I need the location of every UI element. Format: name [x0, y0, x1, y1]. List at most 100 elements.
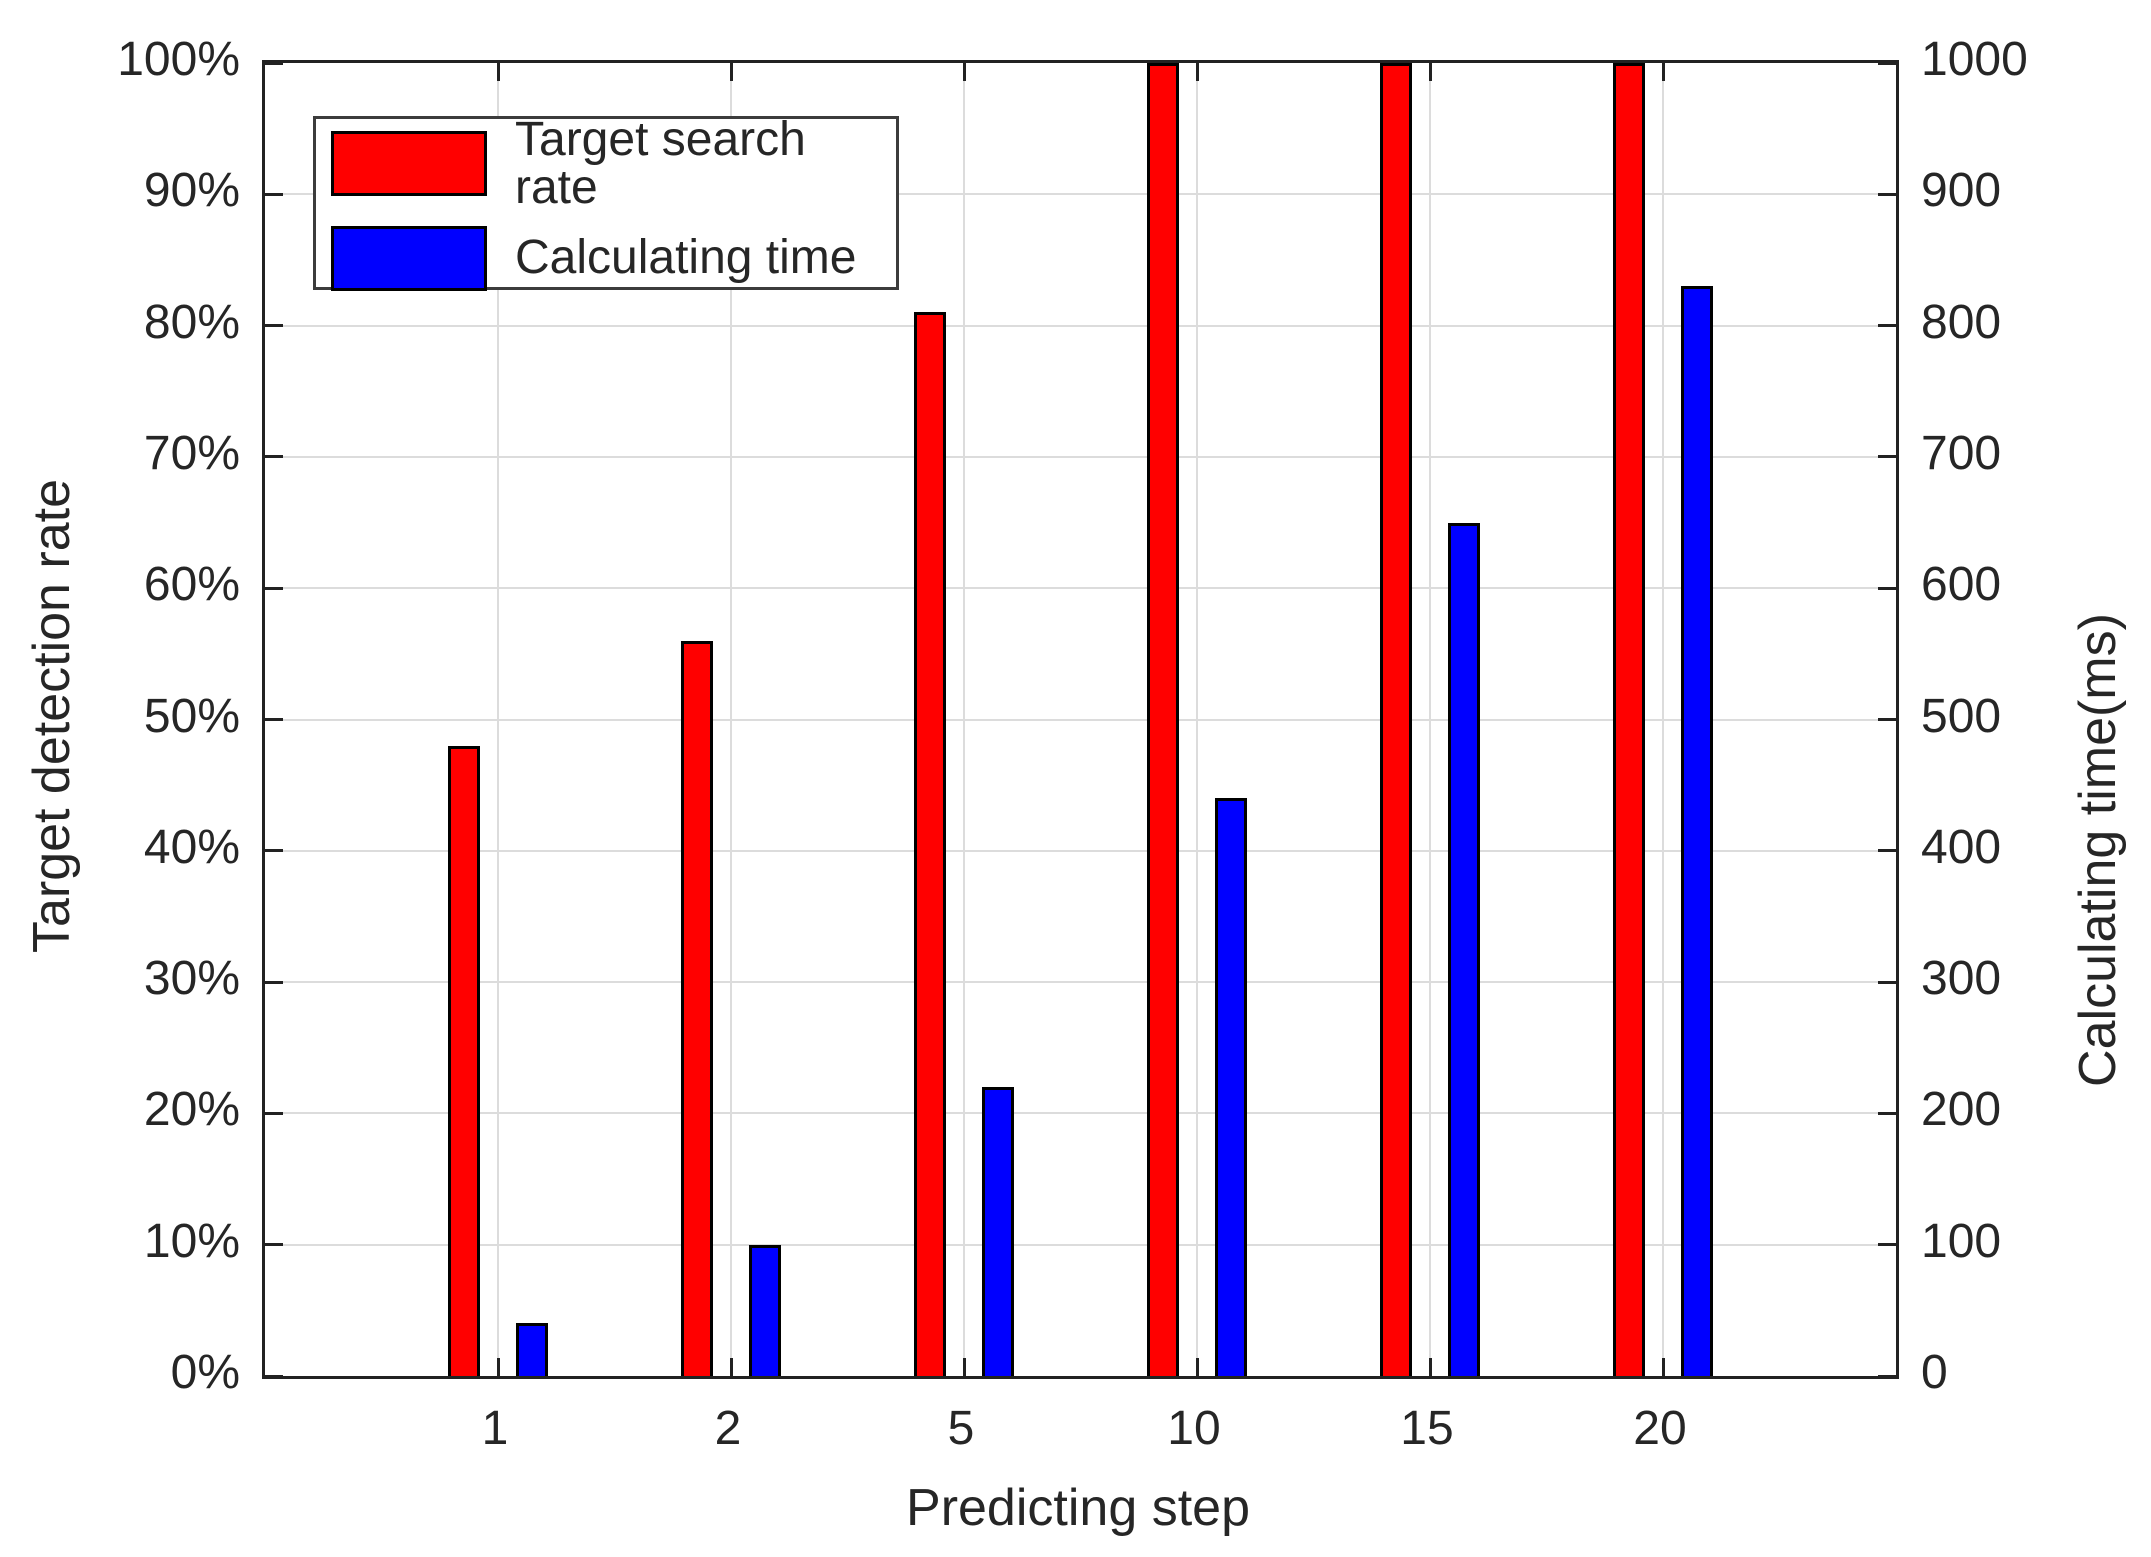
- v-gridline: [730, 63, 732, 1376]
- bar-target-search-rate-5: [914, 312, 946, 1376]
- legend-swatch-blue: [331, 225, 487, 291]
- h-gridline: [265, 849, 1896, 852]
- left-axis-tick: [265, 980, 283, 984]
- right-axis-tick: [1878, 980, 1896, 984]
- bar-target-search-rate-10: [1147, 63, 1179, 1376]
- right-axis-tick-label: 1000: [1921, 33, 2028, 86]
- left-axis-tick: [265, 1111, 283, 1115]
- x-axis-tick-label: 2: [714, 1402, 742, 1455]
- right-axis-tick-label: 200: [1921, 1083, 2002, 1137]
- legend: Target search rate Calculating time: [313, 112, 899, 291]
- x-axis-tick: [1661, 1358, 1665, 1376]
- right-axis-tick-label: 300: [1921, 952, 2002, 1006]
- h-gridline: [265, 587, 1896, 590]
- right-axis-tick-label: 0: [1921, 1346, 1948, 1399]
- x-axis-tick-label: 1: [481, 1402, 509, 1455]
- x-axis-top-tick: [496, 63, 500, 81]
- x-axis-tick: [1195, 1358, 1199, 1376]
- x-axis-top-tick: [729, 63, 733, 81]
- left-axis-tick-label: 10%: [143, 1214, 240, 1268]
- right-axis-tick-label: 800: [1921, 295, 2002, 349]
- legend-swatch-red: [331, 131, 487, 196]
- bar-target-search-rate-20: [1613, 63, 1645, 1376]
- left-axis-tick-label: 40%: [143, 820, 240, 874]
- right-axis-tick-label: 100: [1921, 1214, 2002, 1268]
- left-axis-tick: [265, 1243, 283, 1247]
- legend-entry-calculating-time: Calculating time: [331, 225, 896, 291]
- left-axis-tick-label: 30%: [143, 952, 240, 1006]
- x-axis-top-tick: [1661, 63, 1665, 81]
- left-axis-tick-label: 0%: [170, 1346, 240, 1399]
- bar-target-search-rate-2: [681, 640, 713, 1376]
- v-gridline: [1196, 63, 1198, 1376]
- right-axis-tick: [1878, 718, 1896, 721]
- left-axis-tick-label: 60%: [143, 558, 240, 612]
- x-axis-tick: [1428, 1358, 1432, 1376]
- x-axis-tick: [962, 1358, 966, 1376]
- x-axis-tick-label: 10: [1167, 1402, 1221, 1455]
- right-y-axis-title: Calculating time(ms): [2069, 613, 2127, 1087]
- bar-calculating-time-1: [516, 1323, 548, 1376]
- left-axis-tick-label: 70%: [143, 426, 240, 480]
- bar-calculating-time-10: [1215, 798, 1247, 1376]
- x-axis-tick: [729, 1358, 733, 1376]
- plot-area: Target search rate Calculating time: [262, 60, 1899, 1379]
- bar-calculating-time-5: [982, 1087, 1014, 1376]
- right-axis-tick-label: 700: [1921, 426, 2002, 480]
- h-gridline: [265, 193, 1896, 196]
- legend-label-calculating-time: Calculating time: [515, 231, 857, 284]
- right-axis-tick-label: 900: [1921, 164, 2002, 218]
- legend-label-target-search-rate: Target search rate: [515, 112, 806, 214]
- left-axis-tick: [265, 324, 283, 328]
- left-axis-tick: [265, 61, 283, 65]
- left-axis-tick-label: 100%: [117, 33, 240, 86]
- left-axis-tick: [265, 849, 283, 853]
- left-axis-tick-label: 90%: [143, 164, 240, 218]
- right-axis-tick: [1878, 1111, 1896, 1115]
- left-axis-tick-label: 50%: [143, 689, 240, 743]
- right-axis-tick-label: 400: [1921, 820, 2002, 874]
- x-axis-top-tick: [962, 63, 966, 81]
- right-axis-tick-label: 500: [1921, 689, 2002, 743]
- right-axis-tick: [1878, 1374, 1896, 1378]
- right-axis-tick-label: 600: [1921, 558, 2002, 612]
- right-axis-tick: [1878, 586, 1896, 590]
- left-axis-tick: [265, 192, 283, 196]
- right-axis-tick: [1878, 849, 1896, 853]
- right-axis-tick: [1878, 455, 1896, 459]
- h-gridline: [265, 455, 1896, 458]
- left-axis-tick: [265, 1374, 283, 1378]
- x-axis-top-tick: [1428, 63, 1432, 81]
- h-gridline: [265, 324, 1896, 327]
- bar-calculating-time-2: [749, 1244, 781, 1376]
- v-gridline: [497, 63, 499, 1376]
- x-axis-tick-label: 20: [1633, 1402, 1687, 1455]
- h-gridline: [265, 981, 1896, 984]
- h-gridline: [265, 1112, 1896, 1115]
- x-axis-tick-label: 5: [947, 1402, 975, 1455]
- left-axis-tick: [265, 718, 283, 721]
- bar-calculating-time-15: [1448, 522, 1480, 1376]
- bar-target-search-rate-15: [1380, 63, 1412, 1376]
- x-axis-tick-label: 15: [1400, 1402, 1454, 1455]
- left-axis-tick-label: 20%: [143, 1083, 240, 1137]
- h-gridline: [265, 718, 1896, 721]
- left-axis-tick-label: 80%: [143, 295, 240, 349]
- bar-calculating-time-20: [1681, 286, 1713, 1376]
- right-axis-tick: [1878, 192, 1896, 196]
- legend-entry-target-search-rate: Target search rate: [331, 112, 896, 214]
- left-axis-tick: [265, 455, 283, 459]
- left-axis-tick: [265, 586, 283, 590]
- v-gridline: [1429, 63, 1431, 1376]
- h-gridline: [265, 1243, 1896, 1246]
- right-axis-tick: [1878, 1243, 1896, 1247]
- v-gridline: [963, 63, 965, 1376]
- right-axis-tick: [1878, 324, 1896, 328]
- v-gridline: [1662, 63, 1664, 1376]
- x-axis-title: Predicting step: [906, 1479, 1250, 1537]
- x-axis-top-tick: [1195, 63, 1199, 81]
- x-axis-tick: [496, 1358, 500, 1376]
- right-axis-tick: [1878, 61, 1896, 65]
- bar-target-search-rate-1: [448, 745, 480, 1376]
